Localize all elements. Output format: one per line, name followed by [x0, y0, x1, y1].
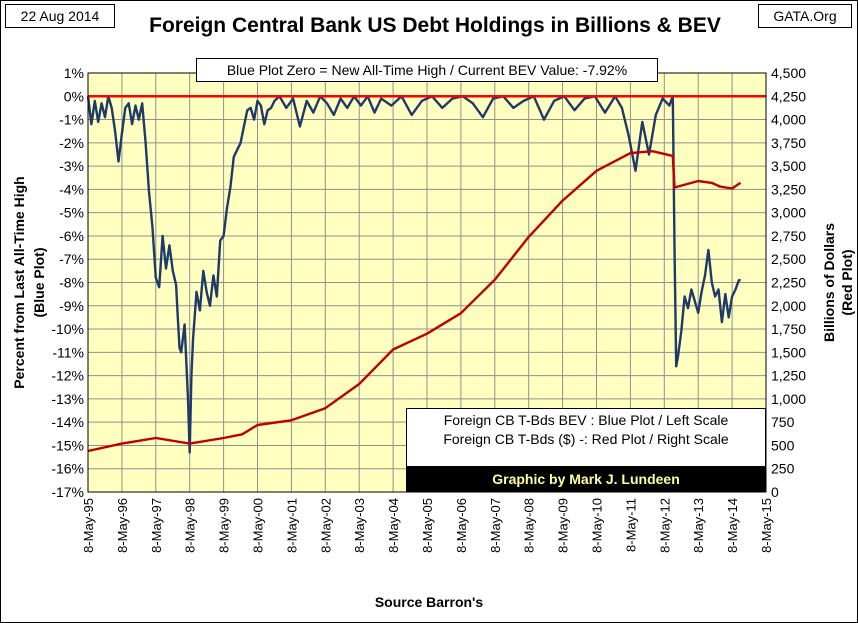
right-tick-label: 4,500 — [771, 65, 806, 81]
tick-labels: 1% 0% -1% -2% -3% -4% -5% -6% -7% -8% -9% -10% -11% -… — [11, 65, 855, 553]
legend-line-blue: Foreign CB T-Bds BEV : Blue Plot / Left … — [443, 412, 729, 428]
right-tick-label: 250 — [771, 461, 795, 477]
x-tick-label: 8-May-10 — [590, 498, 605, 553]
credit-banner: Graphic by Mark J. Lundeen — [406, 466, 766, 492]
right-tick-label: 4,000 — [771, 112, 806, 128]
left-axis-subtitle: (Blue Plot) — [31, 248, 47, 318]
left-tick-label: -16% — [51, 461, 84, 477]
right-tick-label: 4,250 — [771, 88, 806, 104]
right-tick-label: 2,500 — [771, 251, 806, 267]
x-tick-label: 8-May-15 — [759, 498, 774, 553]
left-tick-label: -9% — [59, 298, 84, 314]
right-tick-label: 750 — [771, 414, 795, 430]
x-tick-label: 8-May-07 — [488, 498, 503, 553]
x-tick-label: 8-May-13 — [691, 498, 706, 553]
right-tick-label: 500 — [771, 437, 795, 453]
right-tick-label: 3,000 — [771, 205, 806, 221]
chart-title: Foreign Central Bank US Debt Holdings in… — [149, 14, 721, 37]
left-tick-label: -10% — [51, 321, 84, 337]
right-tick-label: 3,250 — [771, 181, 806, 197]
right-tick-label: 1,500 — [771, 344, 806, 360]
left-tick-label: -17% — [51, 484, 84, 500]
x-tick-label: 8-May-08 — [522, 498, 537, 553]
left-tick-label: -6% — [59, 228, 84, 244]
x-tick-label: 8-May-14 — [725, 498, 740, 553]
x-tick-label: 8-May-04 — [386, 498, 401, 553]
x-axis-title: Source Barron's — [374, 594, 484, 610]
left-tick-label: -5% — [59, 205, 84, 221]
x-tick-label: 8-May-96 — [115, 498, 130, 553]
right-tick-label: 0 — [771, 484, 779, 500]
x-tick-label: 8-May-06 — [454, 498, 469, 553]
x-tick-label: 8-May-12 — [657, 498, 672, 553]
legend: Foreign CB T-Bds BEV : Blue Plot / Left … — [406, 408, 766, 467]
x-tick-label: 8-May-09 — [556, 498, 571, 553]
series-group — [86, 95, 766, 454]
right-tick-label: 2,750 — [771, 228, 806, 244]
x-tick-label: 8-May-98 — [183, 498, 198, 553]
left-tick-label: -3% — [59, 158, 84, 174]
x-tick-label: 8-May-99 — [217, 498, 232, 553]
left-tick-label: -13% — [51, 391, 84, 407]
blue-series-line — [86, 95, 741, 454]
right-tick-label: 3,500 — [771, 158, 806, 174]
x-tick-label: 8-May-03 — [352, 498, 367, 553]
red-series-line — [87, 149, 742, 453]
right-tick-label: 3,750 — [771, 135, 806, 151]
zero-note: Blue Plot Zero = New All-Time High / Cur… — [196, 58, 658, 82]
right-axis-subtitle: (Red Plot) — [839, 249, 855, 315]
left-tick-label: -2% — [59, 135, 84, 151]
x-tick-label: 8-May-11 — [623, 498, 638, 552]
right-tick-label: 2,250 — [771, 275, 806, 291]
left-tick-label: -8% — [59, 275, 84, 291]
right-axis-title: Billions of Dollars — [821, 223, 837, 342]
x-tick-label: 8-May-02 — [318, 498, 333, 553]
left-tick-label: -14% — [51, 414, 84, 430]
right-tick-label: 1,000 — [771, 391, 806, 407]
left-tick-label: 0% — [64, 88, 84, 104]
right-tick-label: 1,750 — [771, 321, 806, 337]
left-tick-label: -12% — [51, 368, 84, 384]
x-tick-label: 8-May-01 — [284, 498, 299, 553]
right-tick-label: 2,000 — [771, 298, 806, 314]
x-tick-label: 8-May-05 — [420, 498, 435, 553]
left-tick-label: -15% — [51, 437, 84, 453]
source-site-label: GATA.Org — [758, 4, 852, 28]
date-label: 22 Aug 2014 — [5, 4, 115, 28]
left-tick-label: 1% — [64, 65, 84, 81]
right-tick-label: 1,250 — [771, 368, 806, 384]
left-axis-title: Percent from Last All-Time High — [11, 176, 27, 388]
left-tick-label: -7% — [59, 251, 84, 267]
left-tick-label: -1% — [59, 112, 84, 128]
legend-line-red: Foreign CB T-Bds ($) -: Red Plot / Right… — [443, 431, 729, 447]
x-tick-label: 8-May-97 — [149, 498, 164, 553]
x-tick-label: 8-May-00 — [251, 498, 266, 553]
left-tick-label: -4% — [59, 181, 84, 197]
x-tick-label: 8-May-95 — [81, 498, 96, 553]
left-tick-label: -11% — [52, 344, 84, 360]
